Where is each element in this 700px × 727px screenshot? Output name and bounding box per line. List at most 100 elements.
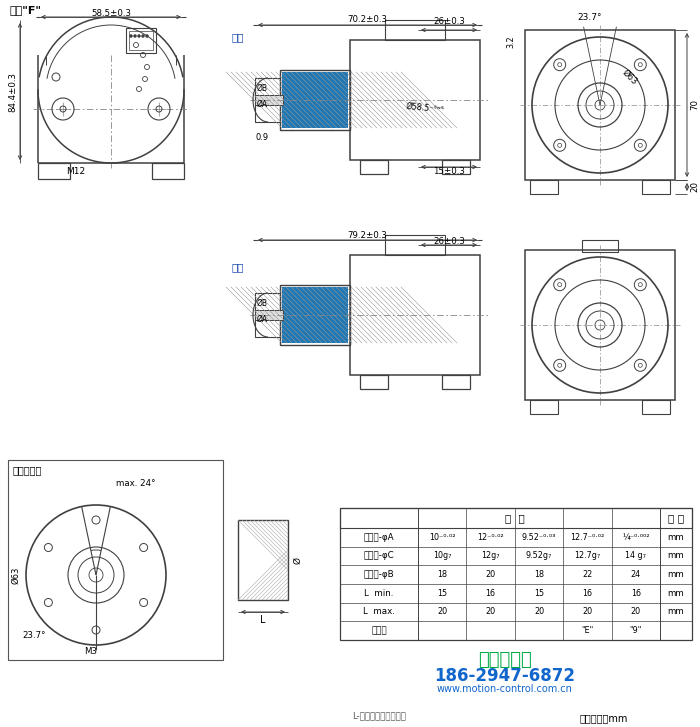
Bar <box>255 310 283 320</box>
Bar <box>129 31 153 50</box>
Text: 15±0.3: 15±0.3 <box>433 166 465 175</box>
Text: 20: 20 <box>486 608 496 616</box>
Text: 10g₇: 10g₇ <box>433 552 452 561</box>
Bar <box>642 400 670 414</box>
Text: ØB: ØB <box>257 299 268 308</box>
Text: mm: mm <box>668 608 685 616</box>
Text: "E": "E" <box>581 626 594 635</box>
Bar <box>255 78 280 122</box>
Bar <box>280 285 350 345</box>
Text: ØA: ØA <box>257 315 268 324</box>
Text: 20: 20 <box>690 182 699 193</box>
Text: 多圈: 多圈 <box>232 262 244 272</box>
Text: 3.2: 3.2 <box>506 36 515 48</box>
Bar <box>582 240 618 252</box>
Text: M12: M12 <box>66 166 85 175</box>
Bar <box>350 255 480 375</box>
Text: 26±0.3: 26±0.3 <box>433 236 465 246</box>
Circle shape <box>146 34 148 38</box>
Text: 16: 16 <box>582 589 592 598</box>
Bar <box>642 180 670 194</box>
Text: L-客户码盘内部的长度: L-客户码盘内部的长度 <box>352 712 406 720</box>
Text: 单 位: 单 位 <box>668 513 684 523</box>
Text: L  min.: L min. <box>364 589 393 598</box>
Text: ¼⁻⁰·⁰⁰²: ¼⁻⁰·⁰⁰² <box>622 533 650 542</box>
Text: 20: 20 <box>582 608 592 616</box>
Text: max. 24°: max. 24° <box>116 478 155 488</box>
Bar <box>360 160 388 174</box>
Circle shape <box>137 34 141 38</box>
Text: 24: 24 <box>631 570 641 579</box>
Text: 夹紧环-φB: 夹紧环-φB <box>364 570 394 579</box>
Text: 0.9: 0.9 <box>256 134 269 142</box>
Bar <box>255 293 280 337</box>
Text: 9.52⁻⁰·⁰³: 9.52⁻⁰·⁰³ <box>522 533 556 542</box>
Text: 15: 15 <box>437 589 447 598</box>
Text: 空心轴-φA: 空心轴-φA <box>364 533 394 542</box>
Text: Ø63: Ø63 <box>621 68 639 87</box>
Bar <box>442 160 470 174</box>
Text: mm: mm <box>668 589 685 598</box>
Text: M3: M3 <box>85 648 97 656</box>
Bar <box>152 163 184 179</box>
Text: ØA: ØA <box>257 100 268 108</box>
Bar <box>340 508 692 528</box>
Text: 12⁻⁰·⁰²: 12⁻⁰·⁰² <box>477 533 504 542</box>
Text: 连接轴-φC: 连接轴-φC <box>363 552 394 561</box>
Text: 14 g₇: 14 g₇ <box>625 552 646 561</box>
Bar <box>282 72 348 128</box>
Bar <box>525 250 675 400</box>
Bar <box>126 28 156 53</box>
Text: 20: 20 <box>437 608 447 616</box>
Text: mm: mm <box>668 570 685 579</box>
Bar <box>282 287 348 343</box>
Text: 79.2±0.3: 79.2±0.3 <box>348 230 387 239</box>
Text: 186-2947-6872: 186-2947-6872 <box>435 667 575 685</box>
Text: 20: 20 <box>534 608 544 616</box>
Text: 12g₇: 12g₇ <box>482 552 500 561</box>
Circle shape <box>134 34 136 38</box>
Text: 轴套"F": 轴套"F" <box>10 5 42 15</box>
Bar <box>38 163 70 179</box>
Circle shape <box>130 34 132 38</box>
Text: 26±0.3: 26±0.3 <box>433 17 465 26</box>
Bar <box>350 40 480 160</box>
Bar <box>442 375 470 389</box>
Text: 12.7⁻⁰·⁰²: 12.7⁻⁰·⁰² <box>570 533 605 542</box>
Bar <box>280 70 350 130</box>
Text: L: L <box>260 615 266 625</box>
Bar <box>238 520 288 600</box>
Text: Ø58.5⁻⁰ʷ⁵: Ø58.5⁻⁰ʷ⁵ <box>405 102 444 114</box>
Text: 70.2±0.3: 70.2±0.3 <box>347 15 388 25</box>
Text: L  max.: L max. <box>363 608 395 616</box>
Bar <box>385 235 445 255</box>
Text: 23.7°: 23.7° <box>578 14 602 23</box>
Text: mm: mm <box>668 533 685 542</box>
Text: 9.52g₇: 9.52g₇ <box>526 552 552 561</box>
Text: 西安德伍拓: 西安德伍拓 <box>478 651 532 669</box>
Text: 20: 20 <box>631 608 641 616</box>
Bar <box>385 20 445 40</box>
Text: 58.5±0.3: 58.5±0.3 <box>91 9 131 17</box>
Text: mm: mm <box>668 552 685 561</box>
Text: 16: 16 <box>486 589 496 598</box>
Text: 尺寸单位：mm: 尺寸单位：mm <box>580 713 629 723</box>
Circle shape <box>141 34 144 38</box>
Text: 15: 15 <box>534 589 544 598</box>
Text: "9": "9" <box>629 626 642 635</box>
Text: 尺  寸: 尺 寸 <box>505 513 525 523</box>
Bar <box>255 95 283 105</box>
Text: 单圈: 单圈 <box>232 32 244 42</box>
Text: 客户安装侧: 客户安装侧 <box>13 465 43 475</box>
Text: 84.4±0.3: 84.4±0.3 <box>8 71 18 111</box>
Bar <box>340 508 692 640</box>
Text: ØB: ØB <box>257 84 268 92</box>
Text: www.motion-control.com.cn: www.motion-control.com.cn <box>437 684 573 694</box>
Bar <box>8 460 223 660</box>
Text: 12.7g₇: 12.7g₇ <box>574 552 601 561</box>
Text: 16: 16 <box>631 589 640 598</box>
Text: 18: 18 <box>534 570 544 579</box>
Bar <box>530 400 558 414</box>
Text: 70: 70 <box>690 100 699 111</box>
Text: 23.7°: 23.7° <box>22 630 46 640</box>
